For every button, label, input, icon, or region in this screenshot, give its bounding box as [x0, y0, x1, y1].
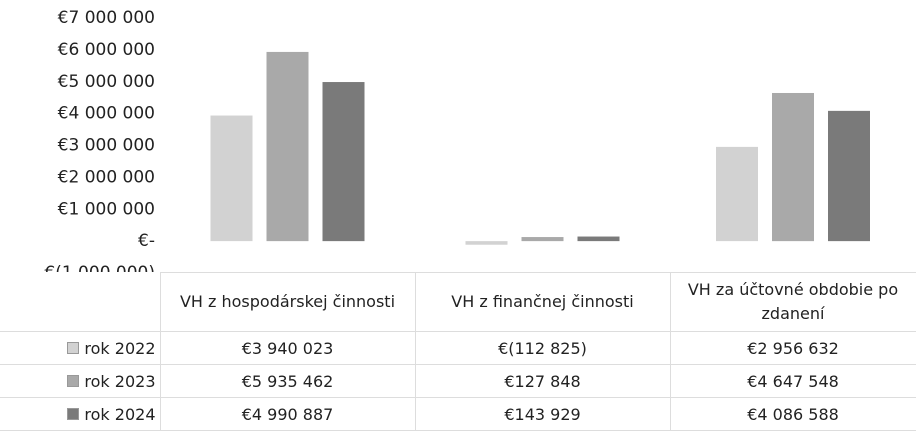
- series-row: rok 2024 €4 990 887 €143 929 €4 086 588: [0, 397, 916, 431]
- series-row: rok 2023 €5 935 462 €127 848 €4 647 548: [0, 364, 916, 398]
- bar: [716, 146, 758, 242]
- y-tick-label: €7 000 000: [58, 8, 155, 28]
- legend-swatch: [67, 407, 80, 420]
- value-label: €3 940 023: [159, 331, 416, 365]
- bar: [266, 51, 309, 242]
- legend-label: rok 2022: [84, 338, 156, 358]
- series-row: rok 2022 €3 940 023 €(112 825) €2 956 632: [0, 331, 916, 365]
- value-label: €4 086 588: [669, 397, 916, 431]
- bar: [521, 237, 564, 242]
- legend-cell: rok 2024: [0, 397, 161, 431]
- value-label: €5 935 462: [159, 364, 416, 398]
- y-tick-label: €3 000 000: [58, 136, 155, 156]
- y-tick-label: €5 000 000: [58, 72, 155, 92]
- bar: [465, 241, 508, 245]
- legend-swatch: [67, 374, 80, 387]
- bar: [828, 110, 870, 242]
- bar: [772, 92, 814, 242]
- legend-label: rok 2024: [84, 404, 156, 424]
- legend-label: rok 2023: [84, 371, 156, 391]
- bar: [577, 236, 620, 242]
- value-label: €2 956 632: [669, 331, 916, 365]
- value-label: €4 990 887: [159, 397, 416, 431]
- legend-cell: rok 2022: [0, 331, 161, 365]
- category-label: VH z hospodárskej činnosti: [159, 272, 416, 332]
- header-row: VH z hospodárskej činnosti VH z finančnej…: [0, 272, 916, 332]
- value-label: €4 647 548: [669, 364, 916, 398]
- chart: €(1 000 000) €- €1 000 000 €2 000 000 €3 000…: [44, 8, 870, 272]
- value-label: €127 848: [414, 364, 671, 398]
- corner-cell: [0, 272, 161, 332]
- y-tick-label: €2 000 000: [58, 167, 155, 187]
- y-tick-label: €1 000 000: [58, 199, 155, 219]
- category-label: VH z finančnej činnosti: [414, 272, 671, 332]
- bar: [322, 82, 365, 242]
- legend-swatch: [67, 341, 80, 354]
- value-label: €143 929: [414, 397, 671, 431]
- y-tick-label: €(1 000 000): [44, 263, 155, 272]
- bar: [210, 115, 253, 242]
- y-tick-label: €4 000 000: [58, 104, 155, 124]
- legend-cell: rok 2023: [0, 364, 161, 398]
- y-tick-label: €6 000 000: [58, 40, 155, 60]
- data-table: VH z hospodárskej činnosti VH z finančnej…: [0, 272, 916, 431]
- value-label: €(112 825): [414, 331, 671, 365]
- y-tick-label: €-: [138, 231, 155, 251]
- category-label: VH za účtovné obdobie po zdanení: [669, 272, 916, 332]
